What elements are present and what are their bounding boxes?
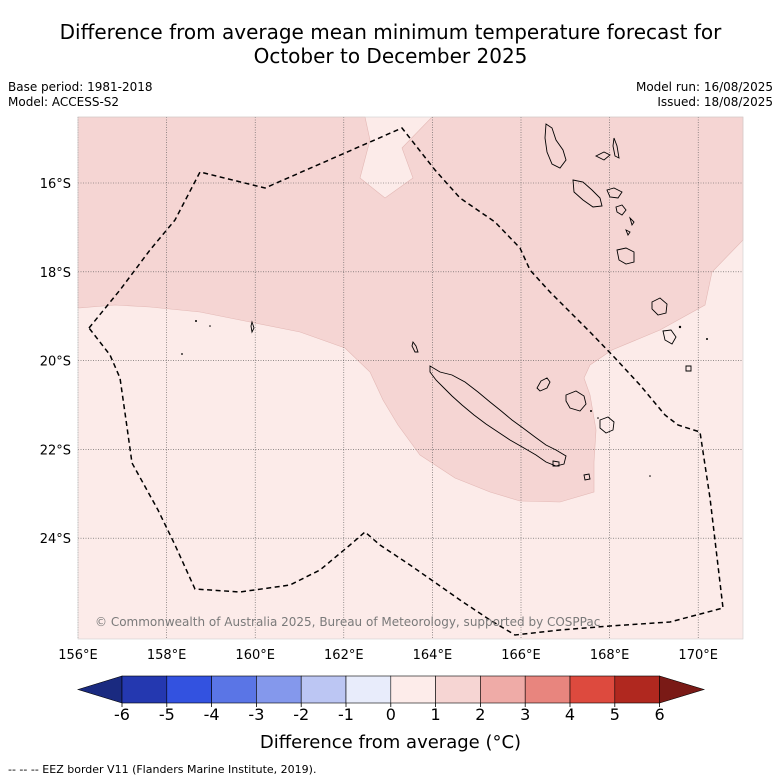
longitude-label: 170°E [678, 648, 718, 663]
colorbar-swatch [480, 675, 526, 704]
malekula [572, 179, 603, 208]
colorbar-extend-high [659, 675, 706, 704]
colorbar-label: Difference from average (°C) [259, 732, 522, 753]
matthew-island [583, 473, 591, 481]
colorbar-swatch [435, 675, 481, 704]
colorbar-tick-label: 5 [610, 705, 620, 724]
colorbar [76, 675, 706, 704]
title-line-1: Difference from average mean minimum tem… [59, 20, 722, 44]
colorbar-swatch [300, 675, 347, 704]
colorbar-tick-label: 4 [565, 705, 575, 724]
colorbar-swatch [524, 675, 571, 704]
colorbar-tick-label: 0 [386, 705, 396, 724]
coastlines [250, 123, 692, 481]
colorbar-tick-label: -5 [159, 705, 175, 724]
colorbar-swatch [166, 675, 212, 704]
colorbar-swatch [256, 675, 302, 704]
espiritu-santo [544, 123, 567, 169]
longitude-labels: 156°E 158°E 160°E 162°E 164°E 166°E 168°E 170°E [58, 648, 718, 663]
latitude-label: 18°S [40, 266, 71, 281]
longitude-label: 166°E [501, 648, 541, 663]
latitude-labels: 16°S 18°S 20°S 22°S 24°S [40, 177, 71, 547]
colorbar-tick-label: 2 [475, 705, 485, 724]
southeast-isle [685, 365, 692, 372]
map-title: Difference from average mean minimum tem… [0, 20, 781, 68]
colorbar-tick-label: -2 [293, 705, 309, 724]
colorbar-swatch [614, 675, 660, 704]
colorbar-extend-low [76, 675, 123, 704]
meta-right: Model run: 16/08/2025 Issued: 18/08/2025 [636, 80, 773, 110]
latitude-label: 24°S [40, 532, 71, 547]
colorbar-tick-label: 6 [655, 705, 665, 724]
efate [615, 204, 627, 216]
base-period: Base period: 1981-2018 [8, 80, 153, 94]
longitude-label: 168°E [590, 648, 630, 663]
colorbar-swatch [211, 675, 257, 704]
latitude-label: 16°S [40, 177, 71, 192]
colorbar-swatch [121, 675, 168, 704]
anomaly-region-1-2 [77, 116, 744, 503]
colorbar-tick-label: -3 [248, 705, 264, 724]
model-run: Model run: 16/08/2025 [635, 80, 773, 94]
colorbar-swatch [390, 675, 436, 704]
longitude-label: 162°E [324, 648, 364, 663]
colorbar-swatch [345, 675, 392, 704]
map-frame [77, 116, 744, 640]
small-reefs [181, 320, 708, 477]
colorbar-tick-label: 1 [431, 705, 441, 724]
lifou-island [565, 390, 587, 412]
longitude-label: 158°E [147, 648, 187, 663]
model-name: Model: ACCESS-S2 [8, 95, 120, 109]
colorbar-tick-label: 3 [520, 705, 530, 724]
vanuatu-north [594, 151, 611, 161]
eez-border [88, 127, 724, 636]
longitude-label: 160°E [235, 648, 275, 663]
longitude-label: 164°E [413, 648, 453, 663]
colorbar-tick-label: -6 [114, 705, 130, 724]
epi [606, 187, 623, 199]
colorbar-tick-labels: -6 -5 -4 -3 -2 -1 0 1 2 3 4 5 6 [114, 703, 665, 724]
longitude-label: 156°E [58, 648, 98, 663]
eez-footnote: -- -- -- EEZ border V11 (Flanders Marine… [8, 763, 317, 776]
tanna [651, 297, 668, 316]
title-line-2: October to December 2025 [253, 44, 528, 68]
colorbar-swatch [569, 675, 616, 704]
latitude-label: 22°S [40, 443, 71, 458]
copyright-notice: © Commonwealth of Australia 2025, Bureau… [95, 615, 600, 629]
ouvea-island [536, 377, 551, 392]
maewo [612, 137, 620, 159]
latitude-label: 20°S [40, 355, 71, 370]
colorbar-tick-label: -1 [338, 705, 354, 724]
small-isle-1 [629, 216, 635, 227]
chesterfield-isle [250, 320, 255, 334]
belep-islands [411, 340, 419, 353]
new-caledonia-coastline [429, 365, 567, 467]
mare-island [599, 416, 615, 434]
small-isle-2 [625, 229, 631, 236]
issued-date: Issued: 18/08/2025 [657, 95, 773, 109]
aneityum [662, 329, 677, 345]
colorbar-tick-label: -4 [204, 705, 220, 724]
erromango [616, 247, 635, 265]
meta-left: Base period: 1981-2018 Model: ACCESS-S2 [8, 80, 153, 110]
isle-of-pines [552, 460, 560, 467]
